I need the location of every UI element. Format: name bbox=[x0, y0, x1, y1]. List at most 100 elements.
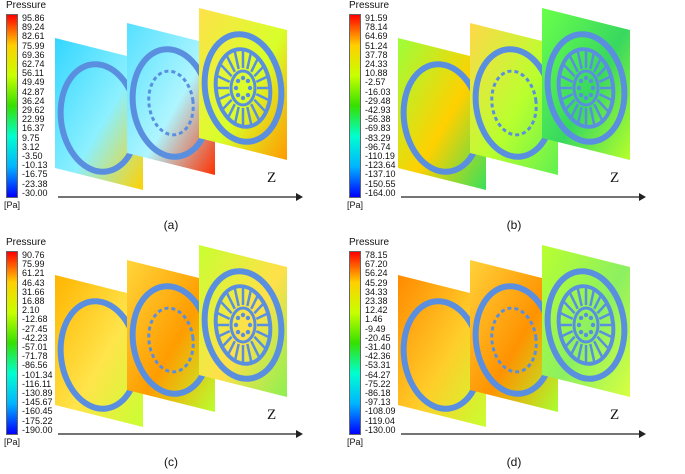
tick-label: -69.83 bbox=[365, 123, 391, 134]
z-axis-arrow bbox=[401, 430, 646, 438]
tick-label: -119.04 bbox=[365, 415, 395, 426]
tick-label: 82.61 bbox=[22, 31, 45, 42]
tick-label: 37.78 bbox=[365, 49, 388, 60]
colorbar bbox=[6, 14, 18, 198]
tick-label: -56.38 bbox=[365, 114, 391, 125]
tick-label: -3.50 bbox=[22, 151, 43, 162]
tick-label: -16.03 bbox=[365, 86, 391, 97]
colorbar-ticks: 78.15 67.20 56.24 45.29 34.33 23.38 12.4… bbox=[365, 251, 405, 435]
tick-label: 29.62 bbox=[22, 105, 45, 116]
legend-title: Pressure bbox=[349, 237, 390, 248]
tick-label: 16.88 bbox=[22, 296, 45, 307]
tick-label: -9.49 bbox=[365, 323, 386, 334]
tick-label: -53.31 bbox=[365, 360, 391, 371]
tick-label: -2.57 bbox=[365, 77, 386, 88]
tick-label: -175.22 bbox=[22, 415, 53, 426]
panel-a: Pressure 95.86 89.24 82.61 75.99 69.36 6… bbox=[0, 0, 342, 237]
tick-label: -164.00 bbox=[365, 187, 396, 198]
pressure-plane bbox=[542, 245, 630, 397]
z-axis-arrow bbox=[58, 193, 303, 201]
tick-label: 78.14 bbox=[365, 22, 388, 33]
tick-label: 75.99 bbox=[22, 259, 45, 270]
tick-label: -86.18 bbox=[365, 388, 391, 399]
pressure-planes-scene bbox=[55, 8, 287, 190]
pressure-planes-scene bbox=[398, 245, 630, 427]
tick-label: -101.34 bbox=[22, 369, 53, 380]
panel-caption: (d) bbox=[506, 455, 522, 469]
pressure-plane bbox=[127, 23, 215, 175]
tick-label: 31.66 bbox=[22, 286, 45, 297]
tick-label: -130.00 bbox=[365, 424, 396, 435]
tick-label: 95.86 bbox=[22, 13, 45, 23]
tick-label: -150.55 bbox=[365, 178, 396, 189]
tick-label: -75.22 bbox=[365, 378, 391, 389]
tick-label: -145.67 bbox=[22, 397, 53, 408]
tick-label: 91.59 bbox=[365, 13, 388, 23]
tick-label: -160.45 bbox=[22, 406, 53, 417]
panel-caption: (a) bbox=[163, 218, 179, 232]
colorbar-ticks: 90.76 75.99 61.21 46.43 31.66 16.88 2.10… bbox=[22, 251, 62, 435]
tick-label: 69.36 bbox=[22, 49, 45, 60]
tick-label: -30.00 bbox=[22, 187, 48, 198]
z-axis-label: Z bbox=[267, 170, 277, 186]
panel-caption: (b) bbox=[506, 218, 522, 232]
z-axis-label: Z bbox=[610, 407, 620, 423]
colorbar-ticks: 95.86 89.24 82.61 75.99 69.36 62.74 56.1… bbox=[22, 14, 62, 198]
tick-label: 22.99 bbox=[22, 114, 45, 125]
pressure-plane bbox=[542, 8, 630, 160]
tick-label: 56.24 bbox=[365, 268, 388, 279]
panel-caption: (c) bbox=[164, 455, 178, 469]
tick-label: -42.93 bbox=[365, 105, 391, 116]
tick-label: 16.37 bbox=[22, 123, 45, 134]
tick-label: -86.56 bbox=[22, 360, 48, 371]
legend-title: Pressure bbox=[6, 237, 47, 248]
tick-label: -23.38 bbox=[22, 178, 48, 189]
tick-label: -16.75 bbox=[22, 169, 48, 180]
tick-label: 89.24 bbox=[22, 22, 45, 33]
pressure-plane bbox=[199, 245, 287, 397]
tick-label: 34.33 bbox=[365, 286, 388, 297]
panel-c: Pressure 90.76 75.99 61.21 46.43 31.66 1… bbox=[0, 237, 342, 474]
tick-label: -116.11 bbox=[22, 378, 52, 389]
tick-label: 61.21 bbox=[22, 268, 45, 279]
tick-label: -29.48 bbox=[365, 95, 391, 106]
pressure-plane bbox=[199, 8, 287, 160]
tick-label: 78.15 bbox=[365, 250, 388, 260]
tick-label: 67.20 bbox=[365, 259, 388, 270]
tick-label: -130.89 bbox=[22, 388, 53, 399]
colorbar bbox=[6, 251, 18, 435]
tick-label: -12.68 bbox=[22, 314, 48, 325]
colorbar bbox=[349, 14, 361, 198]
tick-label: 1.46 bbox=[365, 314, 383, 325]
tick-label: -190.00 bbox=[22, 424, 53, 435]
tick-label: -110.19 bbox=[365, 151, 395, 162]
tick-label: 49.49 bbox=[22, 77, 45, 88]
tick-label: 12.42 bbox=[365, 305, 388, 316]
legend-title: Pressure bbox=[349, 0, 390, 11]
colorbar bbox=[349, 251, 361, 435]
tick-label: 24.33 bbox=[365, 59, 388, 70]
tick-label: -64.27 bbox=[365, 369, 391, 380]
tick-label: -10.13 bbox=[22, 160, 48, 171]
z-axis-arrow bbox=[58, 430, 303, 438]
tick-label: -57.01 bbox=[22, 342, 48, 353]
tick-label: -137.10 bbox=[365, 169, 396, 180]
panel-d: Pressure 78.15 67.20 56.24 45.29 34.33 2… bbox=[343, 237, 685, 474]
unit-label: [Pa] bbox=[4, 437, 21, 447]
tick-label: 90.76 bbox=[22, 250, 45, 260]
tick-label: 42.87 bbox=[22, 86, 45, 97]
tick-label: 75.99 bbox=[22, 40, 45, 51]
tick-label: 56.11 bbox=[22, 68, 44, 79]
colorbar-ticks: 91.59 78.14 64.69 51.24 37.78 24.33 10.8… bbox=[365, 14, 405, 198]
tick-label: -42.23 bbox=[22, 332, 48, 343]
z-axis-arrow bbox=[401, 193, 646, 201]
unit-label: [Pa] bbox=[347, 437, 364, 447]
pressure-planes-scene bbox=[398, 8, 630, 190]
tick-label: -97.13 bbox=[365, 397, 391, 408]
tick-label: 51.24 bbox=[365, 40, 388, 51]
unit-label: [Pa] bbox=[347, 200, 364, 210]
tick-label: -31.40 bbox=[365, 342, 391, 353]
pressure-plane bbox=[470, 23, 558, 175]
z-axis-label: Z bbox=[267, 407, 277, 423]
tick-label: 45.29 bbox=[365, 277, 388, 288]
